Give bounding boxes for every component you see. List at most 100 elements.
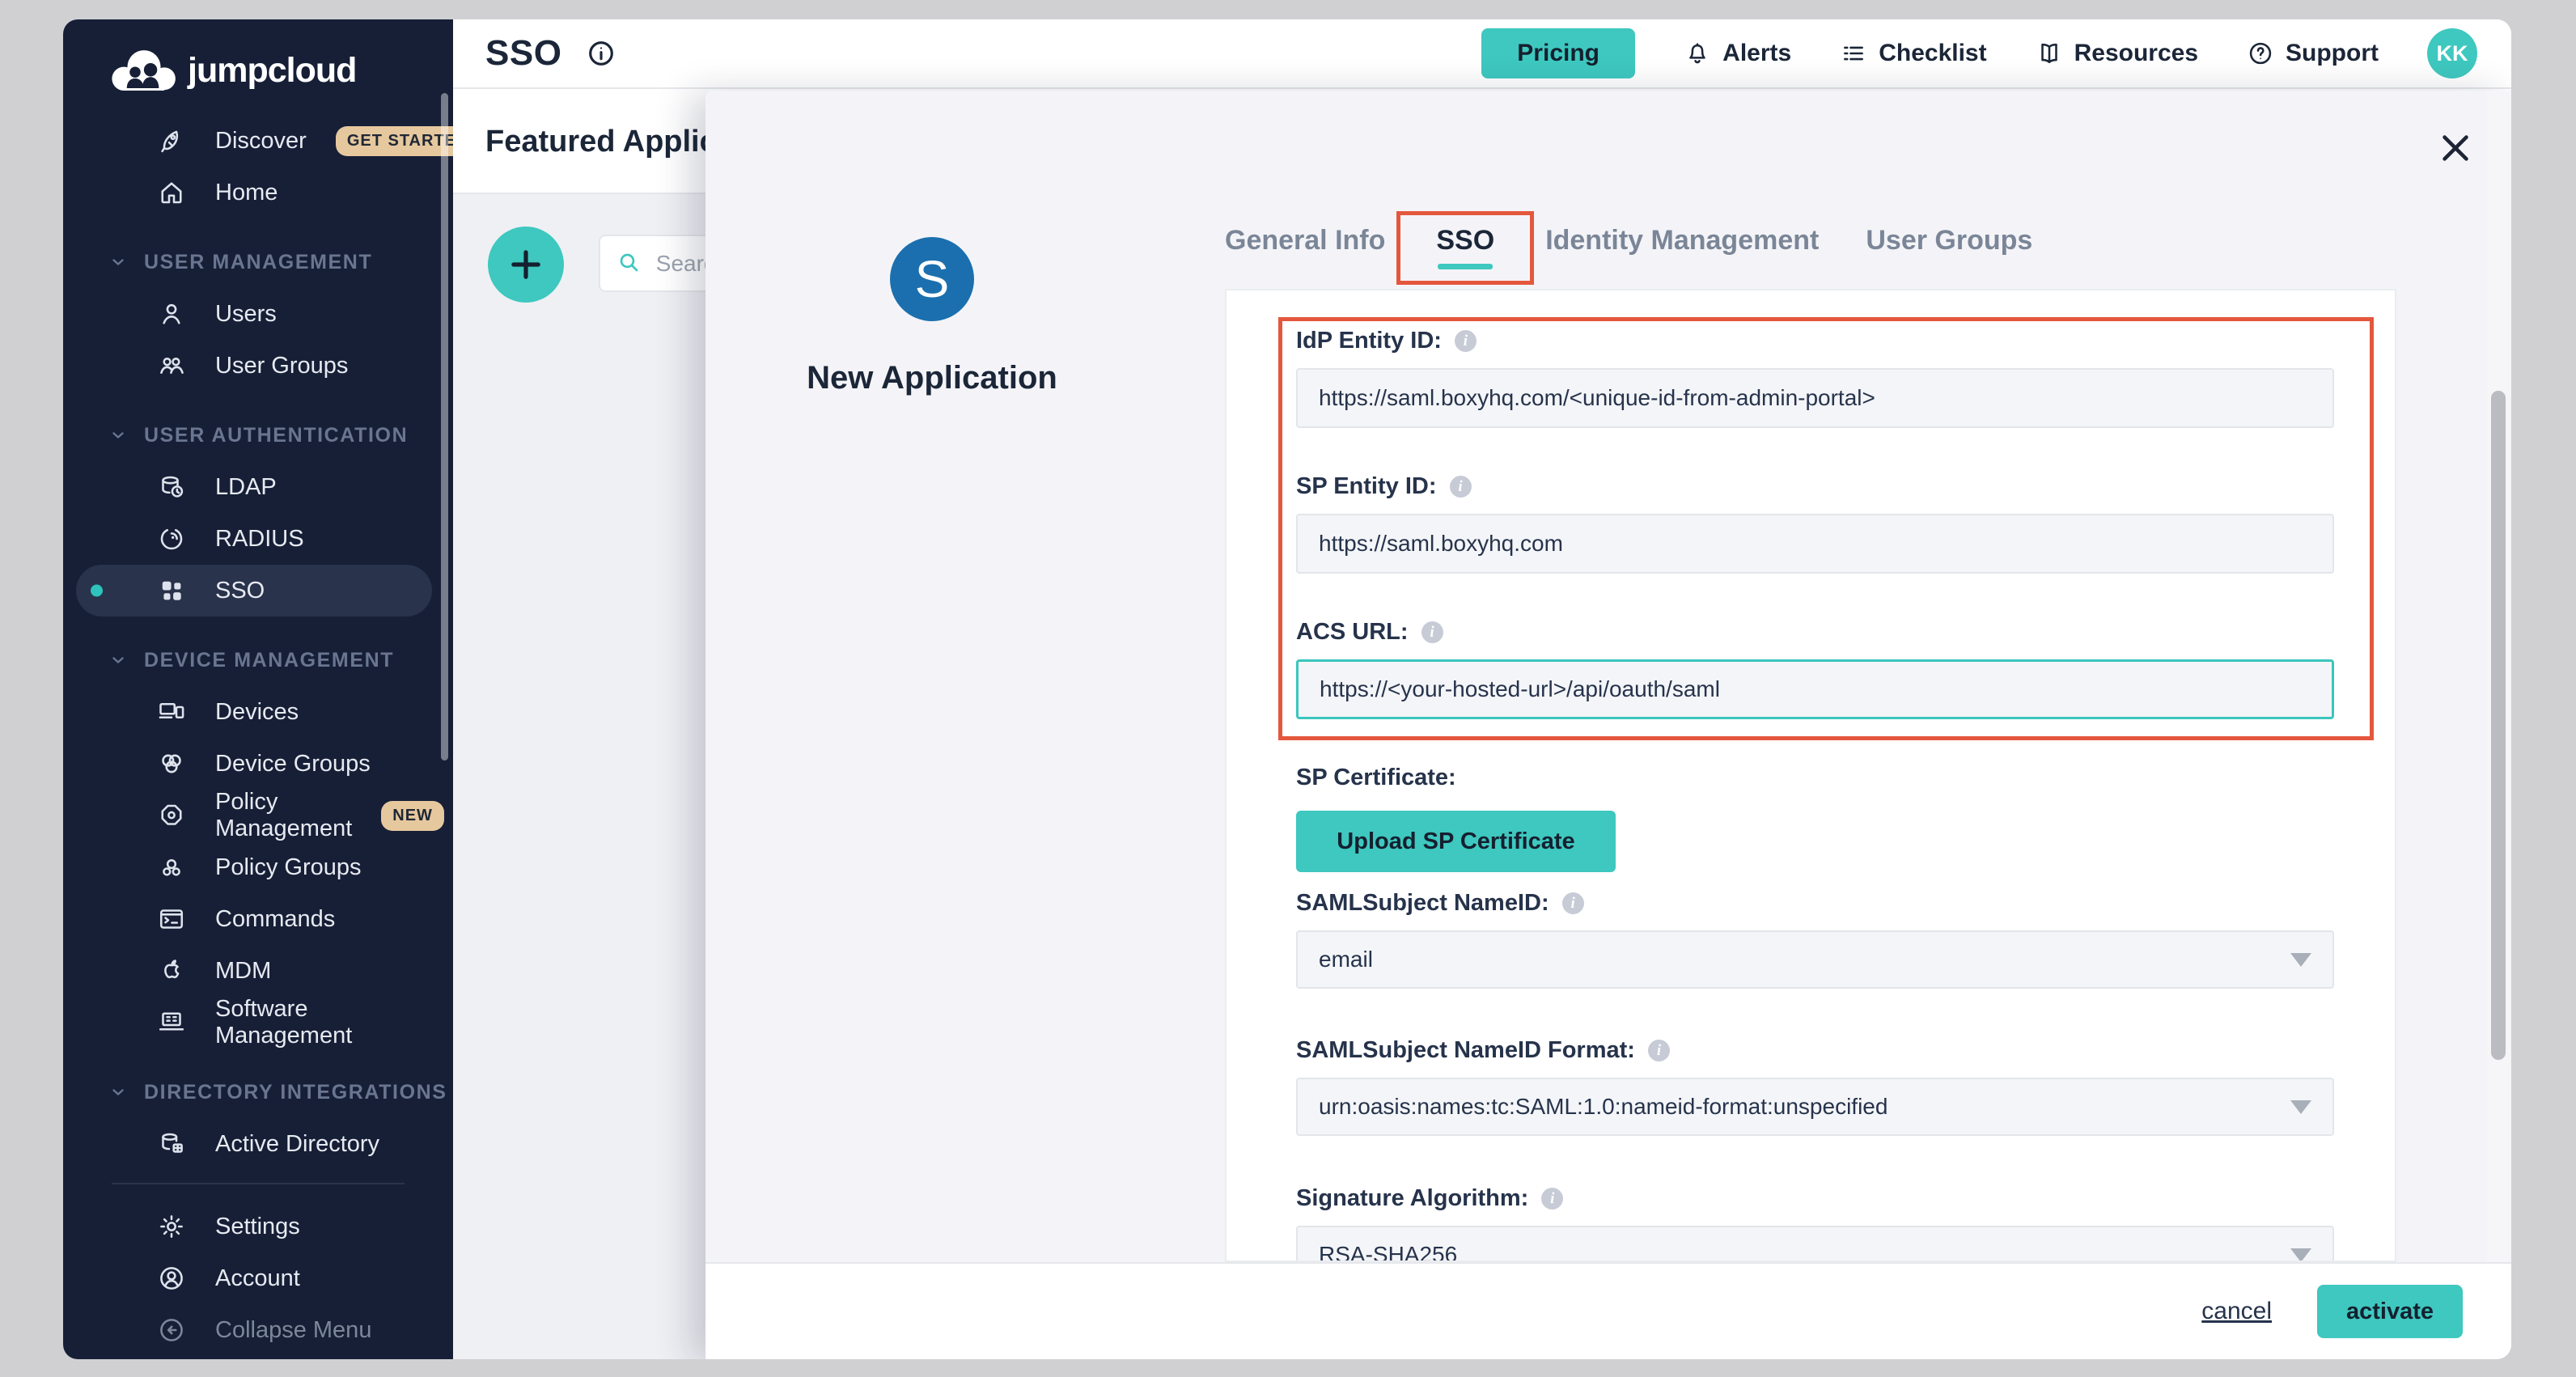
annotation-box-sso-tab: SSO [1396,210,1535,285]
sidebar-item-label: Commands [215,905,336,932]
info-icon[interactable] [1421,621,1443,643]
sidebar-section-device-management[interactable]: DEVICE MANAGEMENT [63,634,453,686]
info-icon[interactable] [1449,476,1472,498]
sidebar-divider [112,1183,405,1184]
upload-sp-certificate-button[interactable]: Upload SP Certificate [1296,811,1616,872]
sidebar-item-ldap[interactable]: LDAP [63,461,453,513]
plus-icon [505,244,547,286]
idp-entity-input[interactable] [1296,368,2334,428]
sp-entity-label: SP Entity ID: [1296,473,1437,499]
field-label-row: Signature Algorithm: [1296,1185,2334,1212]
sidebar-item-policy-management[interactable]: Policy Management NEW [63,789,453,841]
close-icon[interactable] [2437,129,2474,167]
policy-groups-icon [157,853,186,882]
sidebar-item-label: Software Management [215,996,353,1049]
user-group-icon [157,351,186,380]
modal-scrollbar-track[interactable] [2486,91,2510,1262]
info-icon[interactable] [1561,892,1584,914]
user-avatar[interactable]: KK [2427,28,2477,78]
field-label-row: SP Entity ID: [1296,473,2334,500]
sidebar-item-label: SSO [215,577,265,604]
sidebar-item-label: Devices [215,698,299,725]
application-logo: S [890,237,974,321]
sp-entity-input[interactable] [1296,514,2334,574]
sidebar-item-software-management[interactable]: Software Management [63,996,453,1049]
checklist-button[interactable]: Checklist [1840,40,1987,67]
nameid-field: SAMLSubject NameID: email [1296,890,2334,989]
alerts-button[interactable]: Alerts [1684,40,1791,67]
sidebar-item-label: Account [215,1265,300,1291]
field-label-row: ACS URL: [1296,619,2334,646]
signature-algorithm-select[interactable]: RSA-SHA256 [1296,1226,2334,1260]
tab-general-info[interactable]: General Info [1225,224,1386,256]
sidebar-item-label: MDM [215,957,272,984]
sidebar-item-users[interactable]: Users [63,288,453,340]
tab-identity-management[interactable]: Identity Management [1545,224,1820,256]
devices-icon [157,697,186,727]
sidebar-item-mdm[interactable]: MDM [63,945,453,997]
add-application-button[interactable] [488,227,564,303]
info-icon[interactable] [1647,1040,1670,1061]
sidebar-item-label: User Groups [215,352,349,379]
info-icon[interactable] [1454,330,1477,352]
resources-label: Resources [2074,40,2199,66]
sidebar-scrollbar[interactable] [441,93,448,761]
sidebar: jumpcloud Discover GET STARTED Home [63,19,453,1359]
terminal-icon [157,905,186,934]
chevron-down-icon [108,252,128,272]
sidebar-item-label: Discover [215,127,307,154]
sidebar-item-label: LDAP [215,473,277,500]
sidebar-item-home[interactable]: Home [63,167,453,218]
sidebar-item-label: Settings [215,1213,300,1239]
chevron-down-icon [108,650,128,670]
cancel-button[interactable]: cancel [2201,1298,2272,1324]
sidebar-item-active-directory[interactable]: Active Directory [63,1118,453,1170]
rocket-icon [157,126,186,155]
pricing-button[interactable]: Pricing [1481,28,1636,78]
sidebar-item-label: Policy Management [215,789,353,841]
sidebar-item-settings[interactable]: Settings [63,1201,453,1252]
nameid-selected-value: email [1319,947,1373,972]
sidebar-item-commands[interactable]: Commands [63,893,453,945]
sidebar-item-policy-groups[interactable]: Policy Groups [63,841,453,893]
nameid-format-select[interactable]: urn:oasis:names:tc:SAML:1.0:nameid-forma… [1296,1078,2334,1136]
sidebar-item-sso[interactable]: SSO [76,565,432,616]
support-button[interactable]: Support [2247,40,2379,67]
info-icon[interactable] [586,38,616,69]
nameid-format-selected-value: urn:oasis:names:tc:SAML:1.0:nameid-forma… [1319,1094,1888,1119]
info-icon[interactable] [1541,1188,1564,1210]
bell-icon [1684,40,1711,67]
sidebar-item-device-groups[interactable]: Device Groups [63,738,453,790]
sidebar-item-collapse-menu[interactable]: Collapse Menu [63,1304,453,1356]
sidebar-section-directory-integrations[interactable]: DIRECTORY INTEGRATIONS [63,1066,453,1118]
field-label-row: SP Certificate: [1296,765,2334,791]
modal-footer: cancel activate [705,1262,2511,1359]
page-title: SSO [485,33,562,73]
venn-circles-icon [157,749,186,778]
book-icon [2036,40,2063,67]
nameid-select[interactable]: email [1296,930,2334,989]
user-icon [157,299,186,328]
resources-button[interactable]: Resources [2036,40,2198,67]
sidebar-item-label: Active Directory [215,1130,380,1157]
sidebar-section-user-authentication[interactable]: USER AUTHENTICATION [63,409,453,461]
sidebar-item-devices[interactable]: Devices [63,686,453,738]
sidebar-item-label: Collapse Menu [215,1316,372,1343]
user-circle-icon [157,1264,186,1293]
chevron-down-icon [2290,953,2311,967]
activate-button[interactable]: activate [2317,1285,2463,1338]
jumpcloud-logo[interactable]: jumpcloud [108,49,357,92]
acs-url-input[interactable] [1296,659,2334,719]
sidebar-item-user-groups[interactable]: User Groups [63,340,453,392]
sidebar-section-user-management[interactable]: USER MANAGEMENT [63,236,453,288]
sidebar-item-radius[interactable]: RADIUS [63,513,453,565]
apple-icon [157,956,186,985]
checklist-icon [1840,40,1867,67]
modal-scrollbar-thumb[interactable] [2491,391,2506,1060]
sidebar-item-discover[interactable]: Discover GET STARTED [63,115,453,167]
get-started-badge: GET STARTED [335,125,453,156]
sidebar-item-account[interactable]: Account [63,1252,453,1304]
signature-algorithm-field: Signature Algorithm: RSA-SHA256 [1296,1185,2334,1260]
tab-sso[interactable]: SSO [1436,224,1495,256]
tab-user-groups[interactable]: User Groups [1866,224,2033,256]
